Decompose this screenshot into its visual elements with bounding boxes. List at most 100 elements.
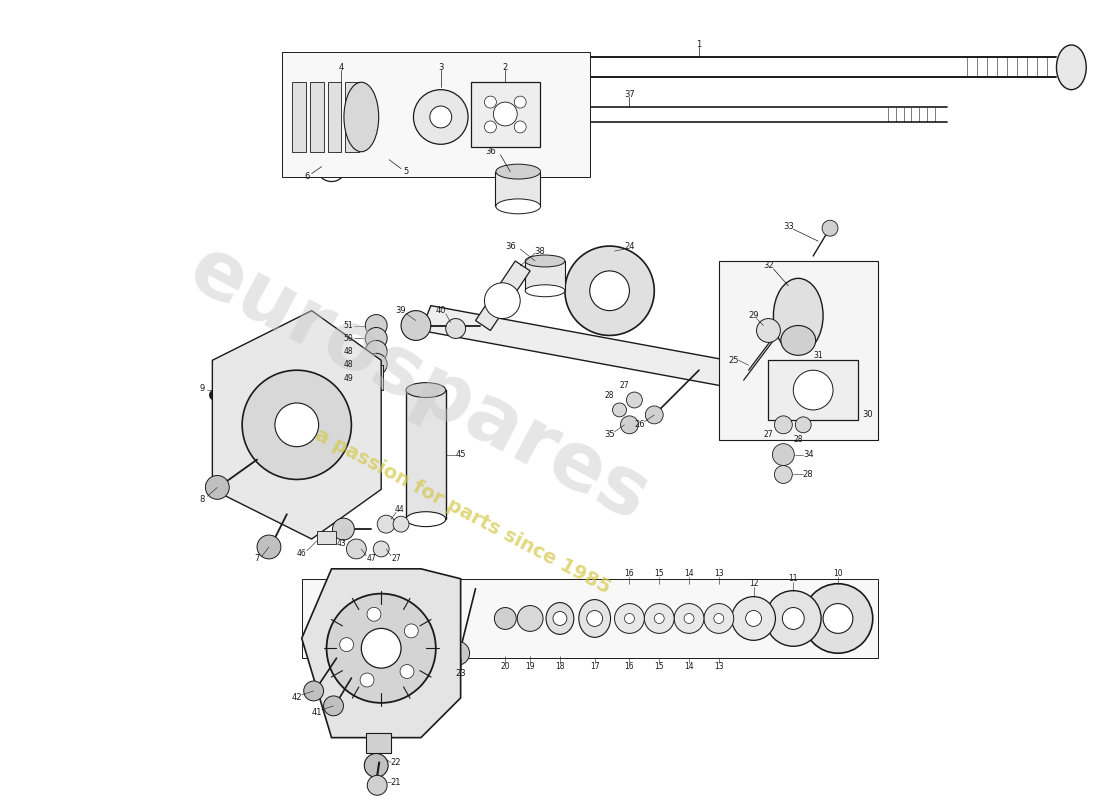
Text: 14: 14 — [684, 662, 694, 670]
Text: 47: 47 — [366, 554, 376, 563]
Circle shape — [615, 603, 645, 634]
Text: 49: 49 — [343, 374, 353, 382]
Text: 19: 19 — [526, 662, 535, 670]
Circle shape — [766, 590, 821, 646]
Ellipse shape — [414, 90, 469, 144]
Circle shape — [774, 416, 792, 434]
Text: 29: 29 — [748, 311, 759, 320]
Ellipse shape — [430, 106, 452, 128]
Text: 48: 48 — [343, 360, 353, 369]
Text: 36: 36 — [485, 147, 496, 156]
Circle shape — [494, 102, 517, 126]
Circle shape — [360, 673, 374, 687]
Circle shape — [590, 271, 629, 310]
Polygon shape — [718, 261, 878, 440]
Circle shape — [484, 121, 496, 133]
Bar — [372, 366, 383, 390]
Text: 20: 20 — [500, 662, 510, 670]
Circle shape — [627, 392, 642, 408]
Circle shape — [684, 614, 694, 623]
Text: 25: 25 — [728, 356, 739, 365]
Circle shape — [377, 515, 395, 533]
Polygon shape — [769, 360, 858, 420]
Circle shape — [774, 466, 792, 483]
Circle shape — [646, 406, 663, 424]
Text: 10: 10 — [833, 570, 843, 578]
Circle shape — [365, 327, 387, 350]
Circle shape — [346, 539, 366, 559]
Circle shape — [586, 610, 603, 626]
Circle shape — [365, 354, 387, 375]
Text: 40: 40 — [436, 306, 446, 315]
Text: 36: 36 — [505, 242, 516, 250]
Circle shape — [823, 603, 852, 634]
Ellipse shape — [781, 326, 815, 355]
Circle shape — [613, 403, 627, 417]
Circle shape — [446, 642, 470, 665]
Text: 37: 37 — [624, 90, 635, 98]
Ellipse shape — [525, 255, 565, 267]
Text: 28: 28 — [803, 470, 814, 479]
Text: 26: 26 — [634, 420, 645, 430]
Text: 42: 42 — [292, 694, 302, 702]
Circle shape — [365, 341, 387, 362]
Text: 17: 17 — [590, 662, 600, 670]
Text: 1: 1 — [696, 40, 702, 49]
Circle shape — [822, 220, 838, 236]
Text: 39: 39 — [396, 306, 406, 315]
Text: 16: 16 — [625, 570, 635, 578]
Polygon shape — [301, 569, 461, 738]
Text: 7: 7 — [254, 554, 260, 563]
Text: 44: 44 — [394, 505, 404, 514]
Text: 18: 18 — [556, 662, 564, 670]
Ellipse shape — [525, 285, 565, 297]
Circle shape — [484, 283, 520, 318]
Circle shape — [304, 681, 323, 701]
Polygon shape — [475, 261, 530, 330]
Text: 15: 15 — [654, 662, 664, 670]
Circle shape — [206, 475, 229, 499]
Circle shape — [405, 624, 418, 638]
Circle shape — [803, 584, 872, 654]
Text: 24: 24 — [624, 242, 635, 250]
Text: 13: 13 — [714, 662, 724, 670]
Circle shape — [484, 96, 496, 108]
Circle shape — [772, 444, 794, 466]
Text: 28: 28 — [793, 435, 803, 444]
Circle shape — [323, 696, 343, 716]
Circle shape — [209, 390, 219, 400]
Text: 48: 48 — [343, 347, 353, 356]
Polygon shape — [345, 82, 360, 152]
Circle shape — [257, 535, 280, 559]
Circle shape — [494, 607, 516, 630]
Text: 6: 6 — [304, 172, 309, 181]
Circle shape — [515, 121, 526, 133]
Text: 33: 33 — [783, 222, 794, 230]
Circle shape — [400, 665, 414, 678]
Circle shape — [654, 614, 664, 623]
Circle shape — [327, 594, 436, 703]
Ellipse shape — [406, 382, 446, 398]
Circle shape — [517, 606, 543, 631]
Circle shape — [367, 607, 381, 622]
Text: 38: 38 — [535, 246, 546, 255]
Text: 43: 43 — [337, 539, 346, 549]
Text: eurospares: eurospares — [176, 230, 662, 538]
Circle shape — [373, 541, 389, 557]
Text: 12: 12 — [749, 579, 758, 588]
Circle shape — [620, 416, 638, 434]
Text: a passion for parts since 1985: a passion for parts since 1985 — [312, 425, 614, 598]
Circle shape — [242, 370, 351, 479]
Bar — [495, 171, 540, 206]
Ellipse shape — [773, 278, 823, 353]
Text: 5: 5 — [404, 167, 408, 176]
Polygon shape — [421, 306, 808, 400]
Text: 30: 30 — [862, 410, 873, 419]
Text: 32: 32 — [763, 262, 773, 270]
Text: 8: 8 — [200, 495, 205, 504]
Circle shape — [365, 314, 387, 337]
Text: 11: 11 — [789, 574, 797, 583]
Polygon shape — [471, 82, 540, 146]
Text: 22: 22 — [390, 758, 402, 767]
Circle shape — [732, 597, 775, 640]
